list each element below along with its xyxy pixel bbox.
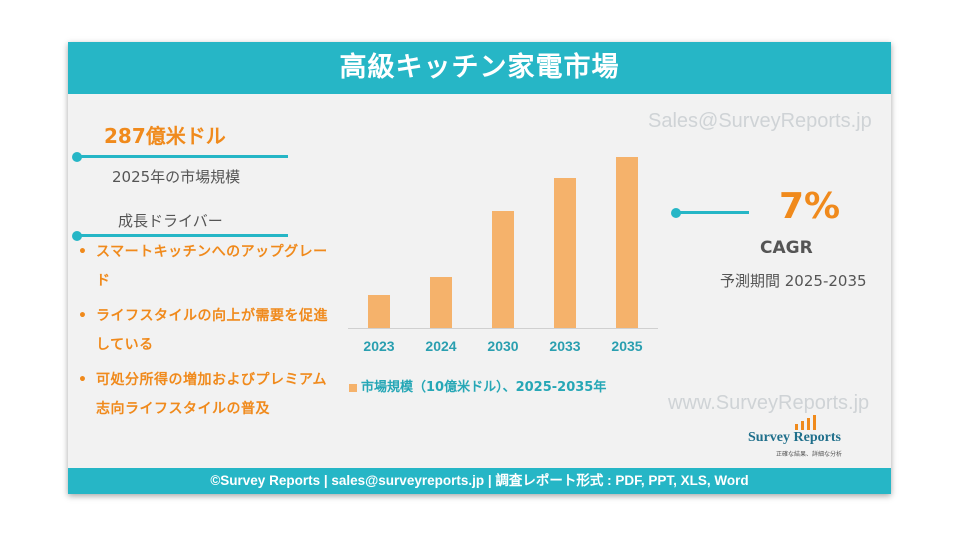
infographic-card: 高級キッチン家電市場 Sales@SurveyReports.jp www.Su…	[68, 42, 891, 494]
watermark-url: www.SurveyReports.jp	[668, 392, 870, 414]
cagr-value: 7%	[779, 186, 841, 227]
cagr-label: CAGR	[760, 238, 813, 258]
market-size-value: 287億米ドル	[104, 124, 226, 148]
page-title: 高級キッチン家電市場	[68, 42, 891, 94]
market-size-bar-chart: 2023 2024 2030 2033 2035	[348, 157, 658, 354]
bar-2033	[554, 178, 576, 328]
tick-label-2024: 2024	[425, 338, 456, 354]
bar-2035	[616, 157, 638, 328]
bar-2030	[492, 211, 514, 328]
tick-label-2023: 2023	[363, 338, 394, 354]
chart-legend: 市場規模（10億米ドル）、2025-2035年	[349, 376, 606, 395]
market-size-line	[76, 155, 288, 158]
market-size-label: 2025年の市場規模	[112, 168, 241, 186]
logo-tagline: 正確な結果、詳細な分析	[776, 451, 843, 458]
watermark-email: Sales@SurveyReports.jp	[648, 110, 872, 132]
bar-2023	[368, 295, 390, 328]
logo-bars-icon	[795, 415, 816, 430]
tick-label-2033: 2033	[549, 338, 580, 354]
tick-label-2035: 2035	[611, 338, 642, 354]
drivers-heading: 成長ドライバー	[118, 212, 223, 230]
logo-name: Survey Reports	[748, 430, 841, 445]
driver-item: スマートキッチンへのアップグレード	[76, 238, 338, 296]
driver-item: ライフスタイルの向上が需要を促進している	[76, 302, 338, 360]
legend-label: 市場規模（10億米ドル）、2025-2035年	[361, 380, 607, 395]
legend-swatch	[349, 383, 357, 392]
cagr-line	[675, 211, 749, 214]
forecast-period: 予測期間 2025-2035	[720, 272, 867, 290]
footer-bar: ©Survey Reports | sales@surveyreports.jp…	[68, 468, 891, 494]
survey-reports-logo: Survey Reports 正確な結果、詳細な分析	[748, 414, 868, 462]
drivers-line	[76, 234, 288, 237]
bar-2024	[430, 277, 452, 328]
driver-item: 可処分所得の増加およびプレミアム志向ライフスタイルの普及	[76, 366, 338, 424]
drivers-list: スマートキッチンへのアップグレード ライフスタイルの向上が需要を促進している 可…	[76, 238, 338, 430]
tick-label-2030: 2030	[487, 338, 518, 354]
